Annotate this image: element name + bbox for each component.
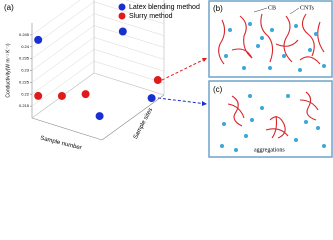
link-arrow [157, 97, 208, 105]
figure: (a) (b) CB CNTs (c) aggregations [4, 0, 333, 158]
grid-line [93, 1, 165, 24]
legend-marker [118, 3, 126, 11]
pointer [253, 7, 268, 13]
z-tick-label: 0.23 [21, 68, 30, 73]
grid-line [31, 37, 95, 83]
link-arrow [161, 57, 208, 81]
grid-line [31, 25, 95, 71]
data-point [153, 76, 162, 85]
legend-marker [118, 12, 126, 20]
x-axis-label: Sample number [40, 136, 83, 152]
data-point [57, 91, 66, 100]
grid-line [31, 60, 95, 107]
data-point [81, 90, 90, 99]
data-point [95, 112, 104, 121]
grid-line [93, 25, 165, 48]
z-tick-label: 0.245 [19, 32, 30, 37]
cb-particles [220, 94, 326, 152]
cb-label: CB [268, 5, 276, 11]
z-tick-label: 0.22 [21, 91, 30, 96]
panel-c: (c) aggregations [208, 80, 333, 158]
y-axis-label: Sample sites [133, 107, 154, 140]
z-tick-label: 0.225 [19, 79, 30, 84]
grid-line [31, 13, 95, 59]
cnt-aggregates [227, 91, 319, 139]
legend-label: Slurry method [129, 13, 173, 20]
legend-label: Latex blending method [129, 4, 200, 11]
grid-line [93, 37, 165, 60]
grid-line [31, 0, 81, 36]
panel-label: (b) [213, 4, 223, 13]
data-point [34, 91, 43, 100]
panel-label: (a) [4, 3, 14, 12]
cnt-fibers [218, 13, 325, 65]
grid-line [93, 60, 165, 84]
grid-line [31, 49, 95, 95]
z-tick-label: 0.215 [19, 103, 30, 108]
axis-line [31, 117, 103, 141]
axis-line [93, 72, 165, 96]
grid-line [125, 0, 165, 13]
data-point [147, 94, 156, 103]
z-tick-label: 0.235 [19, 56, 30, 61]
panel-label: (c) [213, 85, 223, 94]
grid-line [31, 1, 95, 47]
arrow-head [202, 58, 207, 62]
z-axis-label: Conductivity(W m⁻¹ K⁻¹) [5, 43, 11, 98]
axis-line [101, 94, 165, 141]
grid-line [93, 49, 165, 72]
cnts-label: CNTs [300, 5, 315, 11]
aggregations-label: aggregations [254, 147, 285, 153]
z-tick-label: 0.24 [21, 44, 30, 49]
arrow-head [202, 101, 207, 106]
data-point [118, 27, 127, 36]
page: {"chart_data": {"type": "scatter3d", "pa… [4, 0, 333, 158]
pointer [289, 7, 300, 15]
cb-particles [224, 22, 326, 72]
panel-b: (b) CB CNTs [208, 0, 333, 78]
grid-line [93, 13, 165, 36]
data-point [34, 35, 43, 44]
